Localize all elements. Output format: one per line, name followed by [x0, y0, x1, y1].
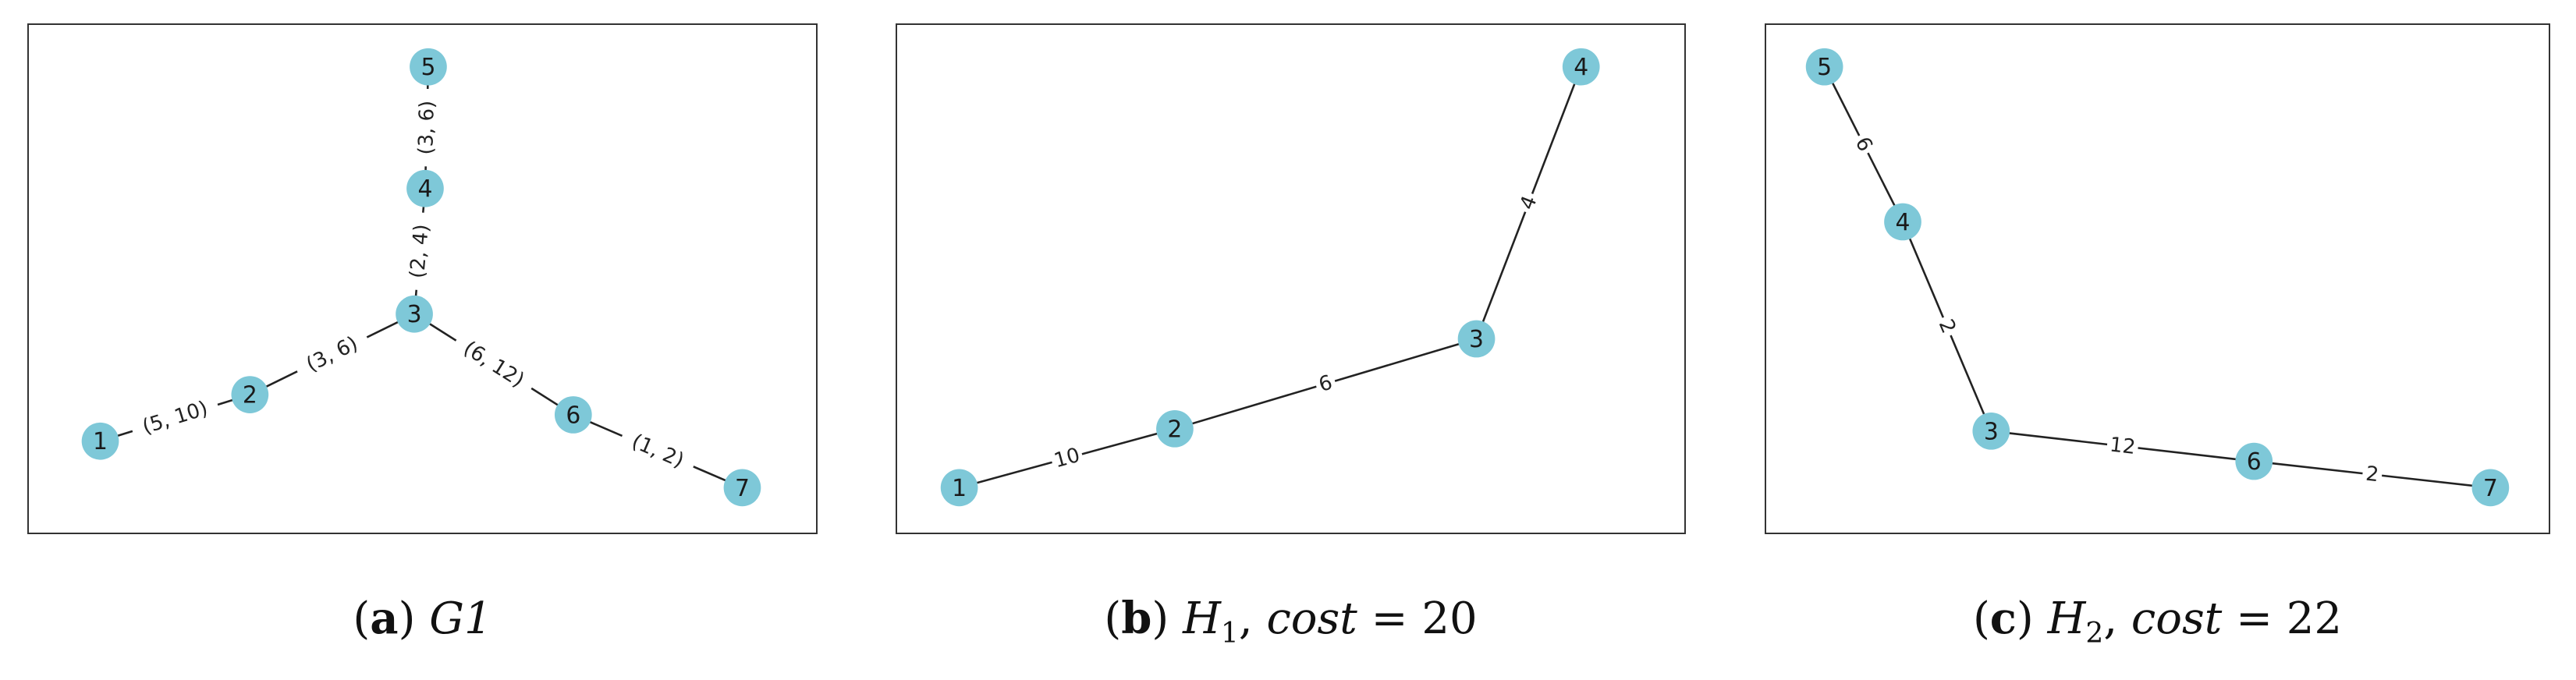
edge-label-background — [413, 88, 440, 167]
node-1 — [940, 469, 978, 507]
graph-panel-h2: 6 2 12 2 5 4 3 6 7 — [1765, 23, 2550, 534]
node-label-2: 2 — [1167, 416, 1182, 443]
edge-label-background — [1313, 370, 1339, 398]
edge-label-group-3-4: (2, 4) — [404, 211, 435, 292]
node-label-7: 7 — [735, 475, 750, 502]
graph-canvas-h2: 6 2 12 2 5 4 3 6 7 — [1805, 48, 2510, 507]
edge-label-background — [404, 211, 435, 292]
edge-label: 2 — [2365, 462, 2380, 487]
edge-label-background — [2361, 462, 2383, 487]
node-3 — [1457, 320, 1496, 358]
node-label-4: 4 — [1896, 209, 1911, 236]
edge-label-group-6-7: 2 — [2361, 462, 2383, 487]
graph-panel-h1: 10 6 4 1 2 3 4 — [896, 23, 1686, 534]
edge-label-group-4-3: 2 — [1932, 313, 1962, 340]
node-1 — [81, 422, 119, 460]
edge-label-group-4-5: (3, 6) — [413, 88, 440, 167]
edge-label: (3, 6) — [303, 332, 362, 377]
graph-canvas-g1: (5, 10) (3, 6) (2, 4) (3, 6) (6, 12) (1, 2) 1 2… — [81, 48, 761, 507]
node-label-1: 1 — [952, 475, 967, 502]
caption-h1: (b) H1, cost = 20 — [1104, 593, 1478, 650]
node-label-4: 4 — [1574, 54, 1588, 81]
edge-label-group-3-6: (6, 12) — [449, 331, 538, 398]
edge-label-group-6-7: (1, 2) — [617, 425, 698, 478]
edge-label: (2, 4) — [406, 223, 434, 279]
node-5 — [1805, 48, 1843, 86]
edge-label-background — [2106, 433, 2140, 460]
edge-label: (1, 2) — [628, 430, 687, 473]
edge-label-group-2-3: (3, 6) — [292, 327, 372, 382]
caption-symbol: H — [2047, 593, 2086, 644]
caption-equals: = — [1371, 593, 1408, 644]
edge-label-group-1-2: 10 — [1048, 442, 1085, 474]
node-label-5: 5 — [420, 54, 435, 81]
caption-cost-value: 20 — [1421, 593, 1478, 644]
edge-label: (3, 6) — [414, 101, 439, 155]
edge-label-background — [1932, 313, 1962, 340]
node-3 — [396, 295, 433, 333]
edge-label: (6, 12) — [459, 337, 529, 392]
edge-label-background — [449, 331, 538, 398]
node-label-2: 2 — [243, 382, 257, 409]
edge-label: 12 — [2109, 433, 2137, 459]
node-label-1: 1 — [93, 428, 108, 455]
node-label-3: 3 — [1469, 326, 1484, 353]
node-6 — [554, 396, 592, 434]
node-label-5: 5 — [1817, 54, 1832, 81]
edge-label-background — [1514, 189, 1543, 217]
caption-subscript: 2 — [2085, 618, 2104, 650]
edge-label-background — [1848, 130, 1879, 158]
node-7 — [2471, 469, 2510, 507]
graph-canvas-h1: 10 6 4 1 2 3 4 — [940, 48, 1600, 507]
node-7 — [723, 469, 761, 507]
caption-symbol: H — [1183, 593, 1221, 644]
caption-subscript: 1 — [1220, 618, 1239, 650]
caption-cost-label: cost — [2131, 593, 2223, 644]
node-4 — [406, 169, 444, 207]
caption-tag: b — [1121, 593, 1152, 644]
node-2 — [1156, 409, 1194, 448]
caption-equals: = — [2236, 593, 2273, 644]
caption-h2: (c) H2, cost = 22 — [1972, 593, 2343, 650]
caption-g1: (a) G1 — [353, 593, 492, 644]
node-6 — [2235, 442, 2273, 480]
edge-label-background — [129, 393, 222, 443]
edge-label-background — [292, 327, 372, 382]
edge-label-group-3-6: 12 — [2106, 433, 2140, 460]
node-4 — [1884, 203, 1921, 241]
caption-tag: a — [370, 593, 399, 644]
node-label-6: 6 — [2247, 448, 2262, 476]
caption-title: G1 — [429, 593, 492, 644]
edge-label: (5, 10) — [140, 397, 211, 439]
node-label-7: 7 — [2483, 475, 2498, 502]
node-label-3: 3 — [407, 301, 422, 328]
edge-label-group-2-3: 6 — [1313, 370, 1339, 398]
caption-tag: c — [1989, 593, 2017, 644]
caption-cost-label: cost — [1266, 593, 1357, 644]
edge-label-group-5-4: 6 — [1848, 130, 1879, 158]
node-5 — [410, 48, 447, 86]
edge-label-group-3-4: 4 — [1514, 189, 1543, 217]
graph-panel-g1: (5, 10) (3, 6) (2, 4) (3, 6) (6, 12) (1, 2) 1 2… — [27, 23, 818, 534]
edge-label-background — [1048, 442, 1085, 474]
edge-label-group-1-2: (5, 10) — [129, 393, 222, 443]
node-label-4: 4 — [417, 175, 432, 203]
edge-label-background — [617, 425, 698, 478]
node-3 — [1972, 412, 2010, 450]
node-4 — [1562, 48, 1600, 86]
node-label-6: 6 — [566, 402, 580, 429]
node-label-3: 3 — [1984, 418, 1999, 445]
caption-cost-value: 22 — [2286, 593, 2343, 644]
node-2 — [231, 376, 269, 413]
